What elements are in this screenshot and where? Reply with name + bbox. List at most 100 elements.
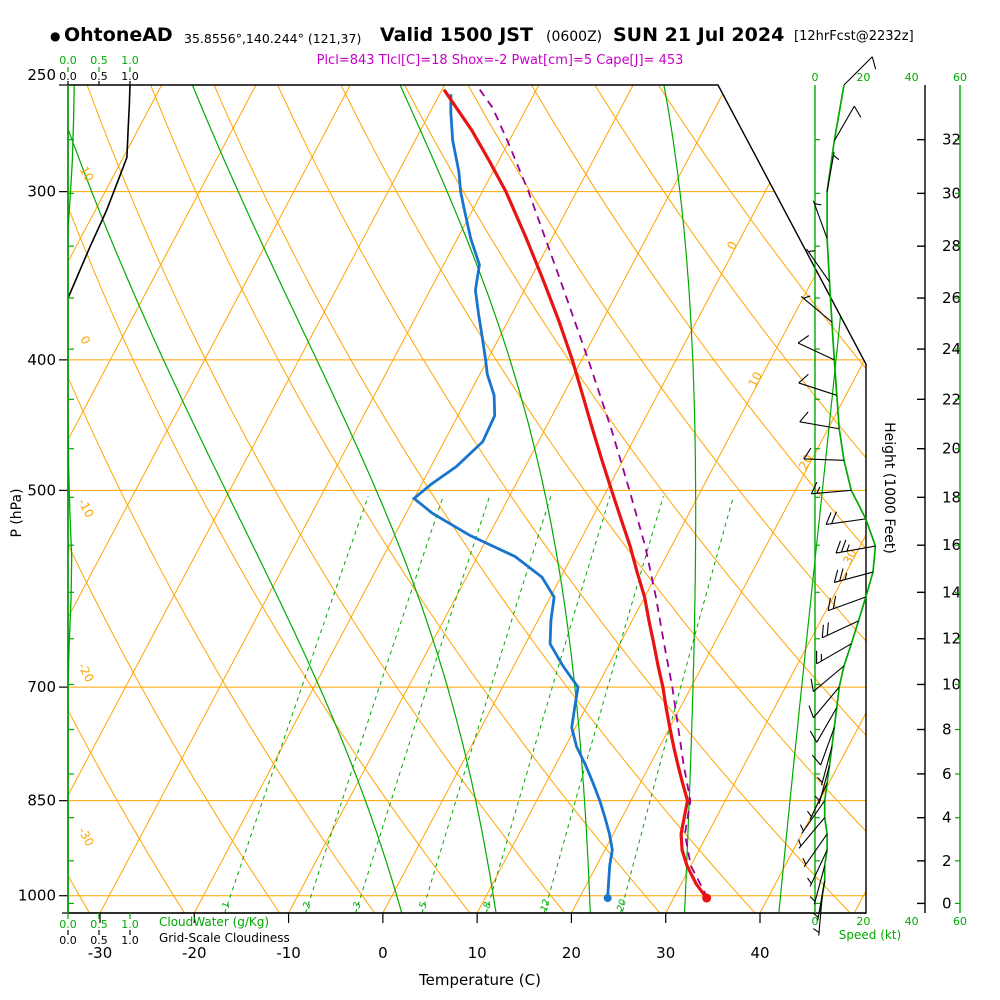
temperature-axis: -30 -20 -10 0 10 20 30 40: [62, 912, 866, 962]
svg-text:18: 18: [942, 488, 961, 506]
surface-dewpoint-dot: [603, 894, 612, 903]
svg-text:0.0: 0.0: [59, 70, 77, 83]
mixing-ratio-lines: [224, 496, 735, 913]
svg-text:8: 8: [482, 901, 494, 910]
svg-text:0.5: 0.5: [90, 918, 108, 931]
svg-text:10: 10: [77, 164, 97, 184]
svg-text:0.5: 0.5: [90, 934, 108, 947]
height-axis-title: Height (1000 Feet): [881, 422, 897, 554]
svg-text:4: 4: [942, 809, 952, 827]
surface-temperature-dot: [702, 893, 712, 903]
valid-date: SUN 21 Jul 2024: [613, 24, 785, 46]
svg-text:1: 1: [221, 901, 233, 910]
svg-text:300: 300: [27, 183, 56, 201]
svg-text:12: 12: [942, 630, 961, 648]
svg-text:250: 250: [27, 66, 56, 84]
svg-text:40: 40: [905, 915, 919, 928]
svg-text:3: 3: [351, 901, 363, 910]
svg-text:40: 40: [750, 944, 769, 962]
svg-text:24: 24: [942, 340, 961, 358]
svg-text:1.0: 1.0: [121, 918, 139, 931]
dewpoint-curve: [411, 94, 614, 899]
svg-text:1.0: 1.0: [121, 70, 139, 83]
cloud-scale-axes: 0.0 0.0 0.0 0.0 0.5 0.5 0.5 0.5 1.0 1.0 1.0 1.0: [59, 54, 139, 947]
svg-text:20: 20: [615, 898, 629, 913]
svg-text:20: 20: [856, 915, 870, 928]
dry-adiabat-lines: [68, 85, 866, 913]
moist-adiabat-lines: [68, 85, 864, 913]
cloudwater-axis-title: CloudWater (g/Kg): [159, 915, 270, 929]
svg-text:0.0: 0.0: [59, 54, 77, 67]
svg-text:-30: -30: [88, 944, 113, 962]
wind-barbs: [797, 56, 877, 936]
svg-text:40: 40: [905, 71, 919, 84]
cloudiness-axis-title: Grid-Scale Cloudiness: [159, 931, 290, 945]
svg-text:5: 5: [418, 901, 430, 910]
svg-text:850: 850: [27, 792, 56, 810]
svg-text:400: 400: [27, 351, 56, 369]
svg-text:0: 0: [77, 334, 93, 347]
pressure-axis: 250 300 400 500 700 850 1000: [18, 66, 68, 905]
svg-text:0.0: 0.0: [59, 934, 77, 947]
dry-adiabat-labels: 10 0 -10 -20 -30: [75, 164, 97, 849]
parcel-curve: [479, 89, 709, 899]
valid-time-utc: (0600Z): [546, 29, 603, 45]
svg-text:10: 10: [468, 944, 487, 962]
stability-indices: Plcl=843 Tlcl[C]=18 Shox=-2 Pwat[cm]=5 C…: [316, 53, 684, 68]
svg-text:-20: -20: [182, 944, 207, 962]
svg-text:26: 26: [942, 289, 961, 307]
svg-text:1.0: 1.0: [121, 934, 139, 947]
svg-text:0: 0: [378, 944, 388, 962]
svg-text:30: 30: [942, 184, 961, 202]
svg-text:0.0: 0.0: [59, 918, 77, 931]
svg-text:12: 12: [539, 898, 553, 913]
station-coordinates: 35.8556°,140.244° (121,37): [184, 31, 362, 46]
svg-text:500: 500: [27, 481, 56, 499]
svg-text:6: 6: [942, 765, 952, 783]
svg-text:8: 8: [942, 721, 952, 739]
station-name: OhtoneAD: [64, 24, 173, 46]
svg-text:0.5: 0.5: [90, 70, 108, 83]
speed-axis: 0 0 20 20 40 40 60 60: [812, 71, 968, 928]
svg-text:20: 20: [796, 452, 816, 472]
wind-speed-curve: [818, 84, 877, 914]
svg-text:0.5: 0.5: [90, 54, 108, 67]
svg-text:0: 0: [942, 894, 952, 912]
svg-text:14: 14: [942, 583, 961, 601]
speed-axis-title: Speed (kt): [838, 928, 902, 942]
svg-text:-30: -30: [75, 825, 97, 849]
svg-text:700: 700: [27, 678, 56, 696]
svg-text:-20: -20: [75, 661, 97, 685]
svg-text:28: 28: [942, 237, 961, 255]
svg-text:20: 20: [942, 440, 961, 458]
svg-text:0: 0: [724, 239, 740, 252]
cloudiness-curve: [68, 85, 131, 299]
svg-text:-10: -10: [75, 496, 97, 520]
isotherm-lines: [68, 85, 866, 913]
mixing-ratio-labels: 1 2 3 5 8 12 20: [221, 898, 629, 913]
isobar-lines: [68, 191, 866, 897]
surface-dewpoint-dot: [603, 894, 612, 903]
station-marker-icon: ●: [50, 29, 61, 43]
svg-text:0: 0: [812, 915, 819, 928]
svg-text:1.0: 1.0: [121, 54, 139, 67]
svg-text:22: 22: [942, 390, 961, 408]
svg-text:32: 32: [942, 131, 961, 149]
svg-text:60: 60: [953, 71, 967, 84]
svg-text:30: 30: [656, 944, 675, 962]
svg-text:20: 20: [562, 944, 581, 962]
svg-text:16: 16: [942, 536, 961, 554]
svg-text:10: 10: [942, 675, 961, 693]
surface-temperature-dot: [702, 893, 712, 903]
forecast-info: [12hrFcst@2232z]: [794, 29, 914, 44]
valid-time: Valid 1500 JST: [380, 24, 533, 46]
svg-text:10: 10: [746, 369, 766, 389]
svg-text:60: 60: [953, 915, 967, 928]
svg-text:2: 2: [942, 852, 952, 870]
svg-text:2: 2: [301, 901, 313, 910]
svg-text:20: 20: [856, 71, 870, 84]
temperature-curve: [442, 88, 708, 899]
